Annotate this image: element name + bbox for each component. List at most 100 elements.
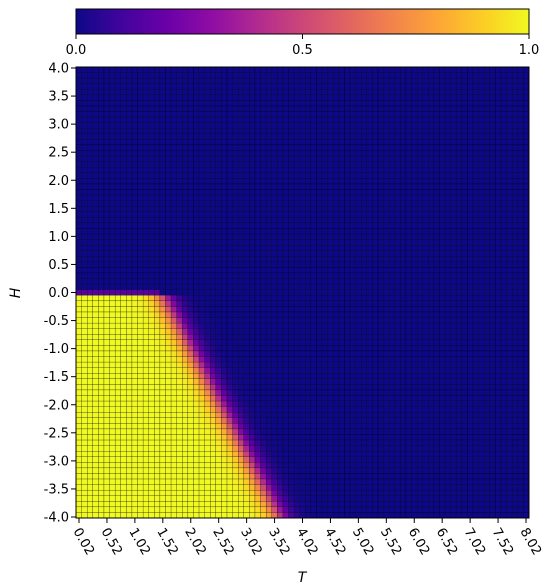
heatmap-cell [288, 289, 295, 296]
heatmap-cell [478, 66, 485, 73]
heatmap-cell [170, 155, 177, 162]
heatmap-cell [131, 373, 138, 380]
heatmap-cell [433, 194, 440, 201]
heatmap-cell [338, 133, 345, 140]
heatmap-cell [131, 244, 138, 251]
heatmap-cell [512, 228, 519, 235]
heatmap-cell [523, 345, 530, 352]
heatmap-cell [271, 361, 278, 368]
heatmap-cell [170, 94, 177, 101]
heatmap-cell [159, 250, 166, 257]
heatmap-cell [461, 261, 468, 268]
heatmap-cell [316, 373, 323, 380]
heatmap-cell [349, 222, 356, 229]
heatmap-cell [500, 89, 507, 96]
heatmap-cell [187, 384, 194, 391]
heatmap-cell [165, 339, 172, 346]
heatmap-cell [238, 244, 245, 251]
heatmap-cell [344, 367, 351, 374]
heatmap-cell [366, 222, 373, 229]
heatmap-cell [293, 406, 300, 413]
heatmap-cell [512, 350, 519, 357]
heatmap-cell [450, 211, 457, 218]
heatmap-cell [472, 189, 479, 196]
heatmap-cell [148, 172, 155, 179]
heatmap-cell [456, 250, 463, 257]
heatmap-cell [523, 206, 530, 212]
heatmap-cell [389, 373, 396, 380]
heatmap-cell [75, 261, 82, 268]
heatmap-cell [489, 178, 496, 185]
heatmap-cell [293, 133, 300, 140]
heatmap-cell [215, 128, 222, 135]
heatmap-cell [489, 194, 496, 201]
heatmap-cell [478, 289, 485, 296]
heatmap-cell [271, 395, 278, 402]
heatmap-cell [450, 389, 457, 396]
heatmap-cell [472, 250, 479, 257]
heatmap-cell [126, 178, 133, 185]
heatmap-cell [411, 384, 418, 391]
heatmap-cell [277, 389, 284, 396]
heatmap-cell [472, 116, 479, 123]
heatmap-cell [467, 283, 474, 290]
heatmap-cell [484, 111, 491, 118]
heatmap-cell [232, 150, 239, 157]
heatmap-cell [517, 116, 524, 123]
heatmap-cell [243, 161, 250, 168]
heatmap-cell [456, 384, 463, 391]
heatmap-cell [321, 328, 328, 335]
heatmap-cell [81, 172, 88, 179]
heatmap-cell [383, 345, 390, 352]
heatmap-cell [176, 317, 183, 324]
heatmap-cell [361, 306, 368, 313]
heatmap-cell [109, 289, 116, 296]
heatmap-cell [456, 116, 463, 123]
heatmap-cell [187, 72, 194, 79]
heatmap-cell [512, 206, 519, 212]
heatmap-cell [338, 267, 345, 274]
heatmap-cell [361, 283, 368, 290]
heatmap-cell [271, 250, 278, 257]
heatmap-cell [321, 339, 328, 346]
heatmap-cell [321, 77, 328, 84]
heatmap-cell [517, 189, 524, 196]
heatmap-cell [148, 72, 155, 79]
heatmap-cell [495, 278, 502, 285]
heatmap-cell [355, 194, 362, 201]
heatmap-cell [232, 384, 239, 391]
heatmap-cell [338, 400, 345, 407]
heatmap-cell [472, 311, 479, 318]
heatmap-cell [260, 328, 267, 335]
heatmap-cell [422, 283, 429, 290]
heatmap-cell [293, 111, 300, 118]
heatmap-cell [349, 239, 356, 246]
heatmap-cell [103, 128, 110, 135]
heatmap-cell [282, 172, 289, 179]
heatmap-cell [204, 272, 211, 279]
heatmap-cell [484, 400, 491, 407]
heatmap-cell [439, 172, 446, 179]
heatmap-cell [523, 66, 530, 73]
heatmap-cell [422, 295, 429, 302]
heatmap-cell [226, 306, 233, 313]
heatmap-cell [484, 272, 491, 279]
heatmap-cell [226, 378, 233, 385]
heatmap-cell [249, 77, 256, 84]
heatmap-cell [249, 250, 256, 257]
heatmap-cell [467, 228, 474, 235]
heatmap-cell [98, 77, 105, 84]
heatmap-cell [277, 250, 284, 257]
heatmap-cell [349, 183, 356, 190]
heatmap-cell [142, 317, 149, 324]
heatmap-cell [389, 384, 396, 391]
heatmap-cell [321, 256, 328, 263]
heatmap-cell [159, 139, 166, 146]
heatmap-cell [400, 367, 407, 374]
heatmap-cell [349, 373, 356, 380]
heatmap-cell [159, 384, 166, 391]
heatmap-cell [400, 122, 407, 129]
heatmap-cell [165, 122, 172, 129]
heatmap-cell [198, 356, 205, 363]
heatmap-cell [405, 244, 412, 251]
